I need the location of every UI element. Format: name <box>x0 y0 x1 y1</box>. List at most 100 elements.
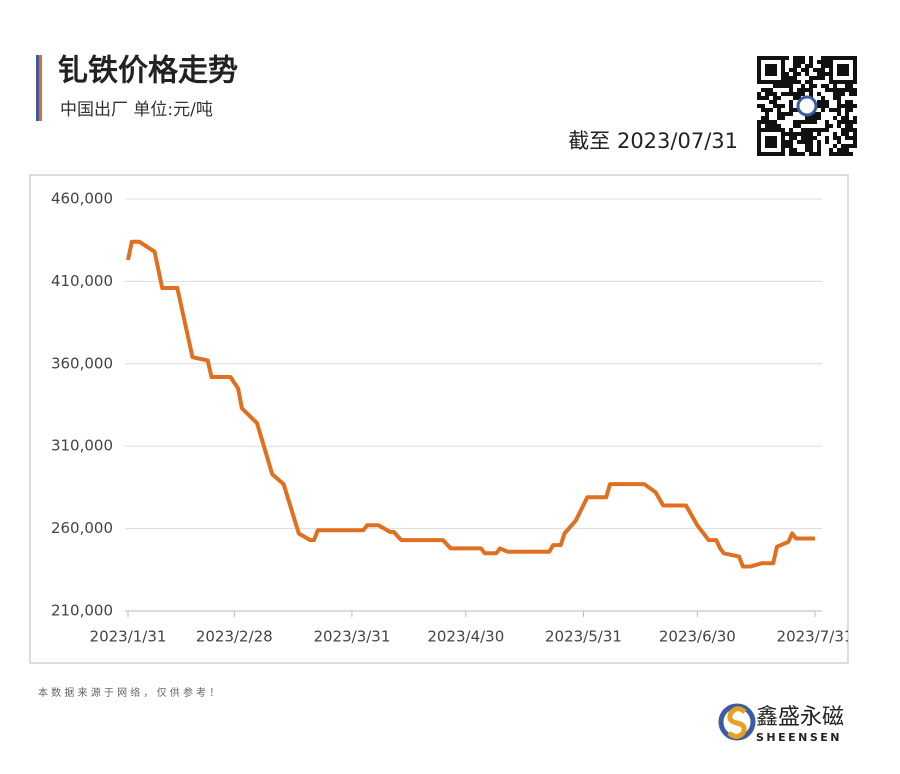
qr-cell <box>785 144 789 148</box>
qr-cell <box>793 120 797 124</box>
qr-cell <box>805 148 809 152</box>
qr-cell <box>817 72 821 76</box>
qr-cell <box>797 72 801 76</box>
qr-cell <box>837 148 841 152</box>
qr-cell <box>813 84 817 88</box>
qr-cell <box>813 116 817 120</box>
qr-cell <box>809 128 813 132</box>
qr-cell <box>805 144 809 148</box>
qr-cell <box>849 120 853 124</box>
qr-cell <box>777 108 781 112</box>
x-tick-label: 2023/1/31 <box>90 628 167 646</box>
qr-cell <box>841 152 845 156</box>
qr-cell <box>777 112 781 116</box>
qr-cell <box>797 80 801 84</box>
qr-cell <box>845 120 849 124</box>
qr-cell <box>845 112 849 116</box>
qr-cell <box>849 136 853 140</box>
qr-cell <box>841 116 845 120</box>
qr-cell <box>781 92 785 96</box>
qr-code <box>757 56 857 156</box>
qr-cell <box>789 76 793 80</box>
qr-cell <box>841 132 845 136</box>
qr-cell <box>817 92 821 96</box>
qr-cell <box>805 72 809 76</box>
qr-cell <box>761 96 765 100</box>
qr-cell <box>765 112 769 116</box>
qr-cell <box>817 148 821 152</box>
qr-cell <box>797 140 801 144</box>
qr-cell <box>849 108 853 112</box>
qr-cell <box>825 88 829 92</box>
qr-cell <box>845 84 849 88</box>
qr-cell <box>797 56 801 60</box>
qr-cell <box>805 88 809 92</box>
qr-cell <box>785 112 789 116</box>
qr-cell <box>789 148 793 152</box>
qr-cell <box>809 116 813 120</box>
qr-cell <box>805 136 809 140</box>
qr-cell <box>833 144 837 148</box>
qr-cell <box>837 104 841 108</box>
qr-cell <box>769 88 773 92</box>
qr-cell <box>853 128 857 132</box>
qr-cell <box>793 68 797 72</box>
qr-cell <box>761 104 765 108</box>
qr-cell <box>845 132 849 136</box>
qr-cell <box>833 92 837 96</box>
qr-cell <box>837 120 841 124</box>
qr-cell <box>821 84 825 88</box>
y-tick-label: 260,000 <box>51 519 113 537</box>
qr-cell <box>793 136 797 140</box>
logo <box>718 703 756 741</box>
qr-cell <box>821 100 825 104</box>
qr-cell <box>809 80 813 84</box>
qr-cell <box>793 152 797 156</box>
qr-cell <box>845 128 849 132</box>
qr-cell <box>789 80 793 84</box>
qr-cell <box>833 88 837 92</box>
qr-cell <box>817 60 821 64</box>
qr-cell <box>789 84 793 88</box>
qr-cell <box>797 88 801 92</box>
qr-cell <box>801 132 805 136</box>
qr-cell <box>801 140 805 144</box>
qr-cell <box>789 88 793 92</box>
qr-cell <box>825 136 829 140</box>
qr-cell <box>797 96 801 100</box>
qr-cell <box>789 92 793 96</box>
qr-cell <box>809 56 813 60</box>
qr-cell <box>785 72 789 76</box>
qr-cell <box>805 128 809 132</box>
qr-cell <box>825 124 829 128</box>
qr-cell <box>845 148 849 152</box>
qr-cell <box>805 132 809 136</box>
qr-cell <box>829 148 833 152</box>
qr-cell <box>793 76 797 80</box>
qr-finder <box>757 128 785 156</box>
footnote: 本 数 据 来 源 于 网 络 ， 仅 供 参 考 ！ <box>38 686 219 699</box>
qr-cell <box>821 108 825 112</box>
qr-cell <box>849 100 853 104</box>
qr-cell <box>833 136 837 140</box>
qr-cell <box>849 88 853 92</box>
qr-cell <box>825 120 829 124</box>
qr-cell <box>853 104 857 108</box>
title: 钆铁价格走势 <box>58 54 238 89</box>
qr-cell <box>821 56 825 60</box>
qr-cell <box>817 68 821 72</box>
qr-cell <box>773 100 777 104</box>
qr-cell <box>845 124 849 128</box>
qr-cell <box>793 148 797 152</box>
qr-cell <box>813 68 817 72</box>
qr-cell <box>837 124 841 128</box>
x-tick-label: 2023/5/31 <box>545 628 622 646</box>
qr-cell <box>801 68 805 72</box>
x-tick-label: 2023/6/30 <box>659 628 736 646</box>
qr-cell <box>765 108 769 112</box>
qr-finder <box>829 56 857 84</box>
plot: 210,000 260,000 310,000 360,000 410,000 460,0… <box>51 190 848 646</box>
brand-en: SHEENSEN <box>756 731 842 744</box>
qr-cell <box>817 152 821 156</box>
qr-cell <box>769 124 773 128</box>
